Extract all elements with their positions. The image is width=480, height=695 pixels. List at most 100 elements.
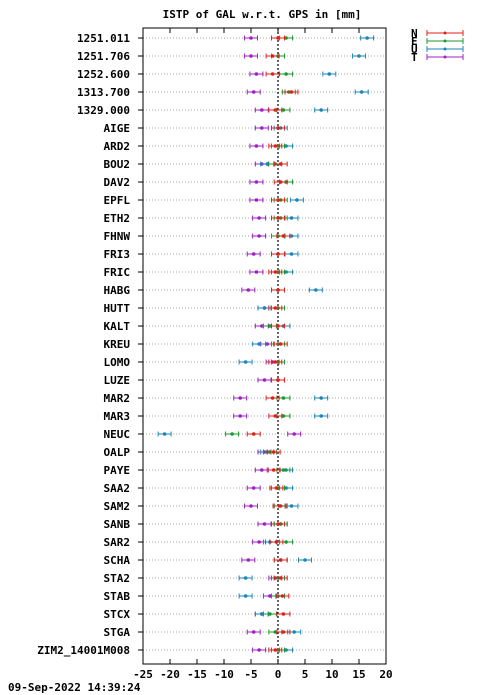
point-U xyxy=(352,53,366,59)
category-label: SCHA xyxy=(104,554,131,567)
data-point xyxy=(162,432,167,436)
point-N xyxy=(271,287,285,293)
data-point xyxy=(260,324,264,328)
data-point xyxy=(273,306,278,310)
data-point xyxy=(289,252,294,256)
category-label: LOMO xyxy=(104,356,131,369)
point-N xyxy=(265,53,280,59)
data-point xyxy=(257,234,261,238)
category-label: AIGE xyxy=(104,122,131,135)
legend-label-E: E xyxy=(411,35,418,48)
point-T xyxy=(252,233,267,239)
point-N xyxy=(268,359,283,365)
x-tick-label: 20 xyxy=(379,668,392,681)
point-N xyxy=(268,143,283,149)
point-T xyxy=(244,503,258,509)
data-point xyxy=(276,378,280,382)
data-point xyxy=(238,396,242,400)
legend-marker xyxy=(443,55,447,59)
data-point xyxy=(268,612,272,616)
point-U xyxy=(314,395,329,401)
data-point xyxy=(277,504,282,508)
point-N xyxy=(271,521,285,527)
category-label: MAR3 xyxy=(104,410,131,423)
data-point xyxy=(254,270,259,274)
point-N xyxy=(273,575,288,581)
point-T xyxy=(252,215,267,221)
point-N xyxy=(246,431,261,437)
data-point xyxy=(265,342,270,346)
category-label: 1313.700 xyxy=(77,86,130,99)
legend-label-N: N xyxy=(411,27,418,40)
data-point xyxy=(251,630,256,634)
data-point xyxy=(246,288,251,292)
data-point xyxy=(276,252,280,256)
legend-marker xyxy=(443,47,447,51)
point-T xyxy=(244,35,258,41)
data-point xyxy=(268,594,272,598)
x-tick-label: -15 xyxy=(187,668,207,681)
point-N xyxy=(268,269,283,275)
data-point xyxy=(273,144,278,148)
data-point xyxy=(276,36,280,40)
data-point xyxy=(295,198,299,202)
data-point xyxy=(251,486,256,490)
data-point xyxy=(292,432,297,436)
category-label: MAR2 xyxy=(104,392,131,405)
point-U xyxy=(238,593,253,599)
point-U xyxy=(314,107,329,113)
data-point xyxy=(257,540,261,544)
point-T xyxy=(233,413,248,419)
data-point xyxy=(284,144,288,148)
data-point xyxy=(249,504,253,508)
data-point xyxy=(251,432,256,436)
data-point xyxy=(276,288,280,292)
data-point xyxy=(262,522,267,526)
category-label: HUTT xyxy=(104,302,131,315)
data-point xyxy=(251,252,256,256)
point-T xyxy=(246,629,261,635)
data-point xyxy=(243,576,248,580)
category-label: 1252.600 xyxy=(77,68,130,81)
category-label: NEUC xyxy=(104,428,131,441)
data-point xyxy=(273,630,278,634)
category-label: 1251.706 xyxy=(77,50,130,63)
data-point xyxy=(268,324,272,328)
data-point xyxy=(274,540,279,544)
category-label: ZIM2_14001M008 xyxy=(37,644,130,657)
data-point xyxy=(319,396,324,400)
category-label: BOU2 xyxy=(104,158,131,171)
point-T xyxy=(249,269,264,275)
data-point xyxy=(276,126,280,130)
category-label: DAV2 xyxy=(104,176,131,189)
data-point xyxy=(281,396,286,400)
point-N xyxy=(275,593,290,599)
data-point xyxy=(273,270,278,274)
x-tick-label: 10 xyxy=(325,668,338,681)
category-label: STCX xyxy=(104,608,131,621)
data-point xyxy=(260,468,264,472)
data-point xyxy=(273,360,278,364)
data-point xyxy=(281,468,286,472)
point-T xyxy=(246,89,261,95)
category-label: 1251.011 xyxy=(77,32,130,45)
data-point xyxy=(243,594,248,598)
data-point xyxy=(238,414,242,418)
data-point xyxy=(284,72,288,76)
data-point xyxy=(257,342,261,346)
point-N xyxy=(268,305,283,311)
data-point xyxy=(260,108,264,112)
point-N xyxy=(271,323,285,329)
x-tick-label: -10 xyxy=(214,668,234,681)
data-point xyxy=(314,288,318,292)
point-U xyxy=(289,197,304,203)
legend-label-U: U xyxy=(411,43,418,56)
category-label: STA2 xyxy=(104,572,131,585)
point-N xyxy=(266,449,281,455)
data-point xyxy=(319,108,324,112)
data-point xyxy=(251,90,256,94)
data-point xyxy=(284,486,288,490)
point-U xyxy=(360,35,375,41)
point-N xyxy=(269,485,284,491)
